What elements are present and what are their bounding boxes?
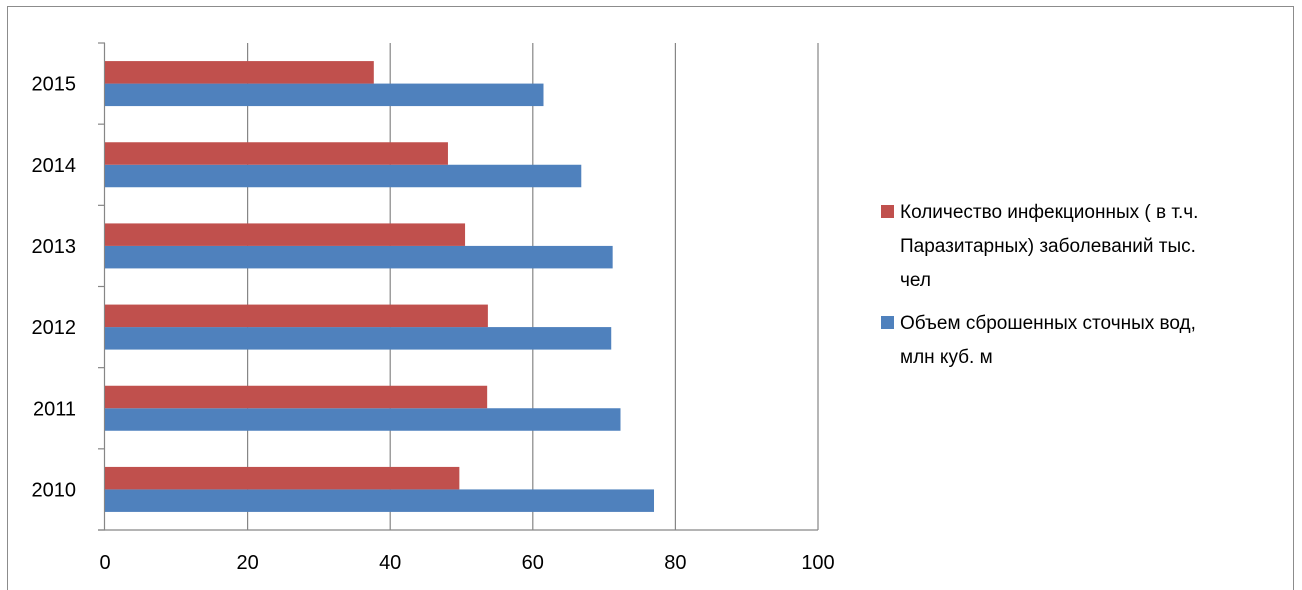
category-label-2015: 2015 — [32, 74, 77, 96]
category-label-2013: 2013 — [32, 236, 77, 258]
category-label-2010: 2010 — [32, 479, 77, 501]
legend-line: чел — [900, 270, 931, 291]
bar-series-2-2011 — [105, 385, 488, 409]
legend-label-2: Объем сброшенных сточных вод, млн куб. м — [900, 313, 1196, 368]
bar-series-2-2015 — [105, 61, 374, 84]
legend-swatch-2 — [881, 316, 894, 329]
bar-series-1-2011 — [105, 408, 621, 431]
x-tick-label-100: 100 — [801, 552, 834, 574]
bar-series-2-2014 — [105, 142, 448, 165]
bar-series-1-2013 — [105, 245, 613, 269]
legend-line: млн куб. м — [900, 347, 993, 368]
category-label-2014: 2014 — [32, 155, 77, 177]
legend-line: Объем сброшенных сточных вод, — [900, 313, 1196, 334]
legend-swatch-1 — [881, 205, 894, 218]
bar-series-1-2015 — [105, 83, 544, 107]
x-tick-label-0: 0 — [99, 552, 110, 574]
bar-series-2-2013 — [105, 223, 466, 246]
legend-label-1: Количество инфекционных ( в т.ч. Паразита… — [900, 202, 1198, 291]
chart-frame — [7, 6, 1294, 590]
bar-series-1-2014 — [105, 164, 582, 188]
bar-series-2-2010 — [105, 466, 460, 490]
category-label-2012: 2012 — [32, 317, 77, 339]
bar-series-2-2012 — [105, 304, 488, 328]
category-label-2011: 2011 — [33, 398, 76, 420]
bar-series-1-2010 — [105, 489, 655, 512]
bar-series-1-2012 — [105, 327, 612, 350]
x-tick-label-40: 40 — [379, 552, 401, 574]
legend-line: Количество инфекционных ( в т.ч. — [900, 202, 1198, 223]
legend-line: Паразитарных) заболеваний тыс. — [900, 236, 1196, 257]
x-tick-label-80: 80 — [664, 552, 686, 574]
x-tick-label-20: 20 — [236, 552, 258, 574]
x-tick-label-60: 60 — [522, 552, 544, 574]
